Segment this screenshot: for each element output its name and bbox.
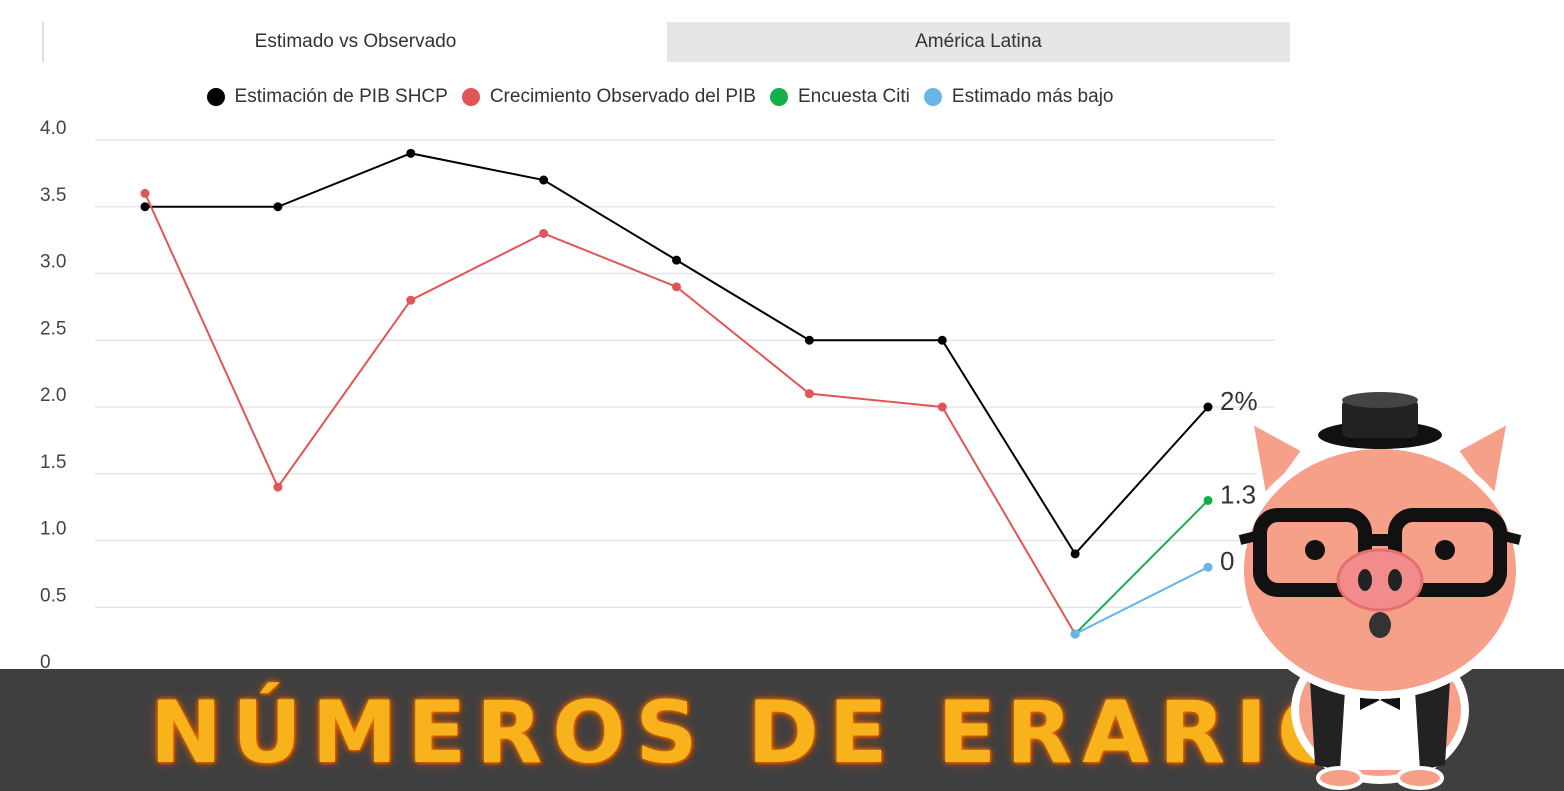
- y-tick-label: 3.5: [40, 185, 66, 206]
- data-point: [672, 255, 681, 265]
- tab-america-latina[interactable]: América Latina: [667, 22, 1290, 62]
- legend-label: Crecimiento Observado del PIB: [489, 86, 756, 107]
- series-line: [145, 152, 1209, 556]
- legend-item-mas-bajo[interactable]: Estimado más bajo: [923, 86, 1114, 108]
- data-label: 1.3: [1220, 479, 1256, 509]
- legend-dot-icon: [461, 88, 480, 106]
- data-point: [140, 188, 150, 198]
- y-tick-label: 2.0: [40, 385, 66, 406]
- y-tick-label: 0: [40, 652, 51, 673]
- data-label: 0: [1220, 546, 1234, 576]
- data-point: [1203, 495, 1213, 505]
- y-tick-label: 3.0: [40, 252, 66, 273]
- data-point: [406, 295, 416, 305]
- data-point: [937, 402, 947, 412]
- legend-dot-icon: [769, 88, 788, 106]
- data-point: [273, 482, 283, 492]
- data-point: [804, 335, 814, 345]
- chart-tabs: Estimado vs Observado América Latina: [42, 22, 1290, 62]
- data-point: [539, 228, 549, 238]
- data-point: [1070, 629, 1080, 639]
- data-point: [539, 175, 549, 185]
- legend-item-observado[interactable]: Crecimiento Observado del PIB: [461, 86, 756, 108]
- data-point: [406, 148, 416, 158]
- data-point: [273, 202, 283, 212]
- y-tick-label: 0.5: [40, 585, 66, 606]
- legend-dot-icon: [923, 88, 942, 106]
- series-line: [1074, 566, 1209, 635]
- series-line: [144, 192, 1076, 635]
- y-tick-label: 4.0: [40, 118, 66, 139]
- legend-dot-icon: [206, 88, 225, 106]
- data-point: [1070, 549, 1080, 559]
- legend-item-shcp[interactable]: Estimación de PIB SHCP: [206, 86, 448, 108]
- series-line: [1074, 499, 1209, 635]
- data-label: 2%: [1220, 386, 1258, 416]
- data-point: [1203, 562, 1213, 572]
- data-point: [140, 202, 150, 212]
- legend-label: Estimación de PIB SHCP: [234, 86, 448, 107]
- legend-item-citi[interactable]: Encuesta Citi: [769, 86, 910, 108]
- data-point: [672, 282, 681, 292]
- y-tick-label: 2.5: [40, 318, 66, 339]
- legend-label: Encuesta Citi: [797, 86, 910, 107]
- legend-label: Estimado más bajo: [951, 86, 1114, 107]
- banner-title: NÚMEROS DE ERARIO: [150, 683, 1361, 783]
- tab-estimado-vs-observado[interactable]: Estimado vs Observado: [42, 22, 667, 62]
- data-point: [937, 335, 947, 345]
- chart-legend: Estimación de PIB SHCP Crecimiento Obser…: [0, 86, 1320, 108]
- pig-mascot-icon: [1236, 392, 1524, 790]
- data-point: [1203, 402, 1213, 412]
- y-tick-label: 1.5: [40, 452, 66, 473]
- data-point: [804, 389, 814, 399]
- y-tick-label: 1.0: [40, 519, 66, 540]
